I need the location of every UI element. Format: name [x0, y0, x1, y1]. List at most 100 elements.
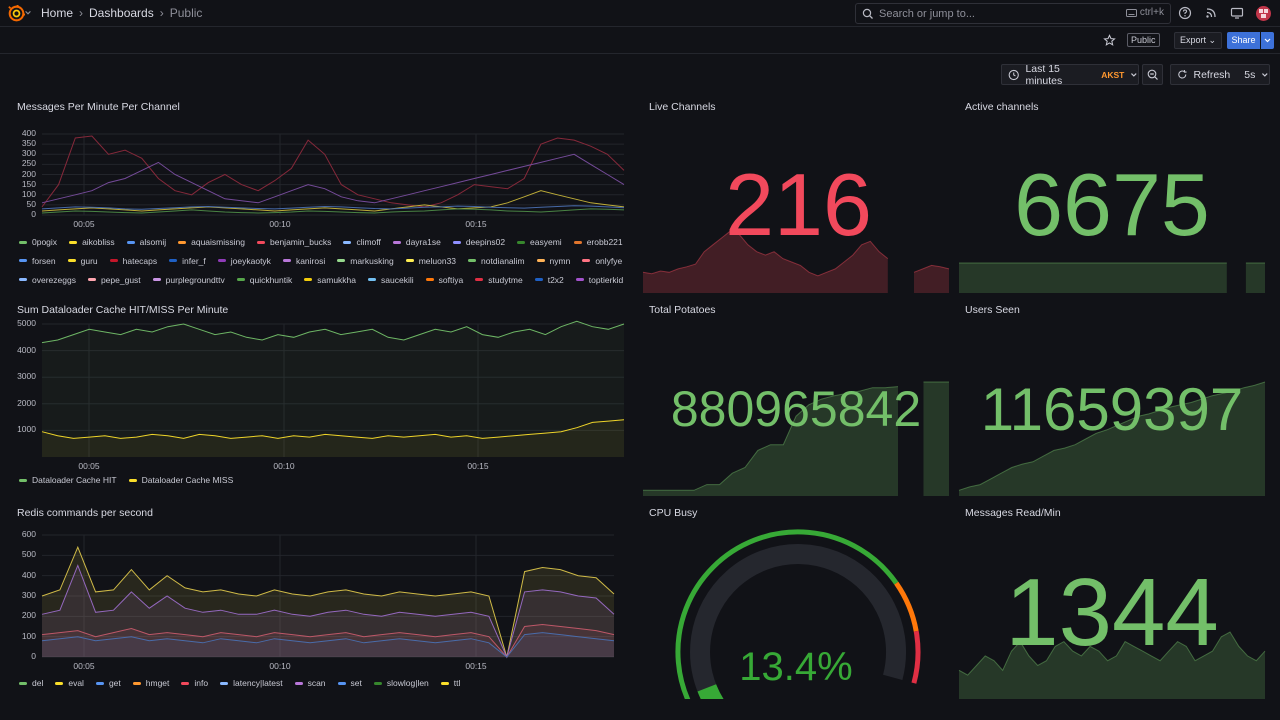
search-input[interactable]: Search or jump to... ctrl+k: [855, 3, 1171, 24]
y-tick-label: 0: [31, 209, 36, 219]
star-icon[interactable]: [1103, 34, 1116, 47]
share-dropdown-chevron-icon[interactable]: [1261, 32, 1274, 49]
legend-swatch: [425, 278, 434, 282]
legend-item[interactable]: hatecaps: [109, 252, 157, 271]
messages-read-sparkline: [958, 631, 1266, 699]
rss-news-icon[interactable]: [1204, 6, 1218, 20]
refresh-interval[interactable]: 5s: [1244, 68, 1256, 81]
time-range-picker[interactable]: Last 15 minutes AKST: [1001, 63, 1139, 87]
legend-swatch: [87, 278, 96, 282]
panel-cpu-busy[interactable]: CPU Busy 13.4%: [640, 507, 952, 699]
panel-users-seen[interactable]: Users Seen 11659397: [956, 304, 1268, 496]
legend-item[interactable]: saucekili: [368, 270, 414, 289]
refresh-button[interactable]: Refresh 5s: [1170, 64, 1270, 85]
legend-label: kanirosi: [295, 255, 326, 266]
sparkline-area: [923, 382, 949, 496]
legend-item[interactable]: hmget: [132, 675, 169, 691]
legend-item[interactable]: del: [19, 675, 43, 691]
legend-swatch: [132, 681, 141, 685]
legend-swatch: [169, 259, 178, 263]
chevron-down-icon[interactable]: [1261, 71, 1269, 79]
legend-swatch: [343, 240, 352, 244]
legend-item[interactable]: guru: [67, 252, 98, 271]
legend-item[interactable]: climoff: [343, 233, 381, 252]
legend-item[interactable]: infer_f: [169, 252, 206, 271]
legend-item[interactable]: forsen: [19, 252, 56, 271]
y-tick-label: 300: [21, 148, 36, 159]
legend-item[interactable]: markusking: [337, 252, 394, 271]
panel-live-channels[interactable]: Live Channels 216: [640, 101, 952, 293]
breadcrumb: Home › Dashboards › Public: [41, 6, 202, 20]
legend-item[interactable]: get: [95, 675, 121, 691]
panel-total-potatoes[interactable]: Total Potatoes 880965842: [640, 304, 952, 496]
legend-item[interactable]: joeykaotyk: [217, 252, 271, 271]
top-nav-bar: Home › Dashboards › Public Search or jum…: [0, 0, 1280, 27]
legend-item[interactable]: notdianalim: [468, 252, 525, 271]
panel-active-channels[interactable]: Active channels 6675: [956, 101, 1268, 293]
legend-item[interactable]: Dataloader Cache MISS: [128, 472, 233, 488]
legend-label: info: [194, 678, 209, 688]
legend-item[interactable]: kanirosi: [282, 252, 326, 271]
legend-item[interactable]: softiya: [425, 270, 463, 289]
legend-item[interactable]: aikobliss: [69, 233, 115, 252]
panel-messages-read[interactable]: Messages Read/Min 1344: [956, 507, 1268, 699]
legend-swatch: [109, 259, 118, 263]
help-icon[interactable]: [1178, 6, 1192, 20]
legend-item[interactable]: nymn: [536, 252, 570, 271]
legend-swatch: [304, 278, 313, 282]
legend-label: dayra1se: [405, 237, 441, 248]
gauge-threshold-ok: [675, 529, 899, 699]
legend-item[interactable]: slowlog|len: [373, 675, 429, 691]
legend-item[interactable]: info: [181, 675, 208, 691]
chart-legend: 0pogix aikobliss alsomij aquaismissing benja…: [19, 233, 631, 289]
legend-item[interactable]: latency|latest: [220, 675, 283, 691]
grafana-logo-icon[interactable]: [8, 5, 25, 22]
legend-item[interactable]: aquaismissing: [178, 233, 245, 252]
legend-item[interactable]: easyemi: [517, 233, 562, 252]
legend-item[interactable]: benjamin_bucks: [257, 233, 331, 252]
series-line: [41, 208, 625, 214]
legend-item[interactable]: meluon33: [405, 252, 456, 271]
legend-item[interactable]: onlyfye: [582, 252, 622, 271]
legend-label: set: [350, 678, 362, 688]
legend-item[interactable]: deepins02: [452, 233, 505, 252]
y-tick-label: 4000: [17, 344, 36, 355]
legend-item[interactable]: eval: [55, 675, 84, 691]
avatar[interactable]: [1256, 6, 1271, 21]
share-button[interactable]: Share: [1227, 32, 1260, 49]
legend-item[interactable]: pepe_gust: [87, 270, 141, 289]
legend-item[interactable]: samukkha: [304, 270, 356, 289]
legend-swatch: [181, 681, 190, 685]
kiosk-monitor-icon[interactable]: [1230, 6, 1244, 20]
y-tick-label: 400: [21, 569, 36, 580]
legend-item[interactable]: toptierkid: [575, 270, 623, 289]
stat-value: 11659397: [980, 376, 1244, 443]
legend-item[interactable]: Dataloader Cache HIT: [19, 472, 117, 488]
breadcrumb-home[interactable]: Home: [41, 6, 74, 20]
legend-item[interactable]: alsomij: [126, 233, 166, 252]
panel-title: Redis commands per second: [17, 507, 153, 519]
legend-item[interactable]: ttl: [440, 675, 460, 691]
legend-item[interactable]: dayra1se: [392, 233, 441, 252]
cpu-gauge: [675, 529, 921, 699]
chevron-down-icon[interactable]: [24, 9, 32, 17]
legend-item[interactable]: set: [337, 675, 362, 691]
breadcrumb-dashboards[interactable]: Dashboards: [89, 6, 154, 20]
export-button[interactable]: Export ⌄: [1174, 32, 1223, 49]
legend-swatch: [67, 259, 76, 263]
legend-item[interactable]: scan: [294, 675, 326, 691]
legend-item[interactable]: quickhuntik: [236, 270, 292, 289]
legend-item[interactable]: overezeggs: [19, 270, 76, 289]
legend-item[interactable]: 0pogix: [19, 233, 57, 252]
zoom-out-button[interactable]: [1142, 64, 1163, 85]
panel-title: Sum Dataloader Cache HIT/MISS Per Minute: [17, 304, 229, 316]
y-tick-label: 600: [21, 529, 36, 539]
panel-redis-commands[interactable]: Redis commands per second 600 500 400 300 20…: [0, 507, 632, 697]
panel-messages-per-minute[interactable]: Messages Per Minute Per Channel 400 350 30…: [0, 101, 632, 291]
legend-item[interactable]: t2x2: [534, 270, 564, 289]
panel-dataloader-cache[interactable]: Sum Dataloader Cache HIT/MISS Per Minute…: [0, 304, 632, 494]
legend-label: 0pogix: [32, 237, 58, 248]
legend-item[interactable]: studytme: [475, 270, 523, 289]
legend-item[interactable]: erobb221: [573, 233, 623, 252]
legend-item[interactable]: purplegroundttv: [152, 270, 225, 289]
